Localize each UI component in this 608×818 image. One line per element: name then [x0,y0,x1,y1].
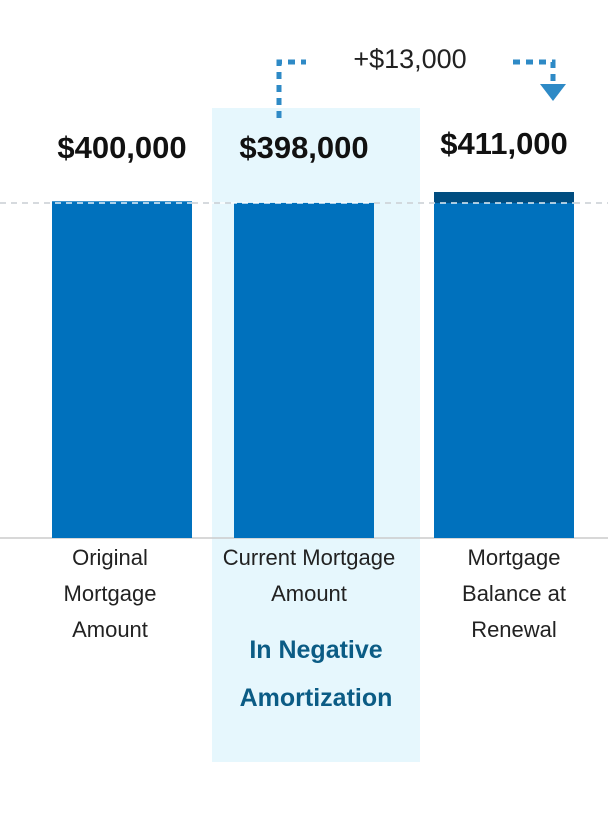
increase-segment [434,192,574,203]
value-label-renewal: $411,000 [440,126,568,161]
category-label-line: Amount [271,581,347,606]
category-label-line: Current Mortgage [222,545,396,570]
category-label-line: Balance at [462,581,566,606]
note-line: In Negative [249,636,383,664]
category-label-line: Mortgage [467,545,561,570]
value-label-current: $398,000 [239,130,369,165]
bar-1 [234,202,374,539]
note-line: Amortization [239,684,393,712]
value-label-original: $400,000 [57,130,187,165]
change-arrow-right-bracket [513,59,556,84]
category-label-renewal: Mortgage Balance at Renewal [414,540,608,648]
category-label-original: Original Mortgage Amount [10,540,210,648]
change-annotation: +$13,000 [353,44,467,74]
change-arrow-head [540,84,566,101]
negative-amortization-note: In Negative Amortization [212,626,420,722]
category-label-line: Mortgage [63,581,157,606]
category-label-line: Renewal [471,617,557,642]
category-label-line: Amount [72,617,148,642]
change-arrow-left-bracket [276,59,306,118]
category-label-current: Current Mortgage Amount [209,540,409,612]
bar-0 [52,201,192,538]
bar-2 [434,192,574,538]
category-label-line: Original [72,545,148,570]
